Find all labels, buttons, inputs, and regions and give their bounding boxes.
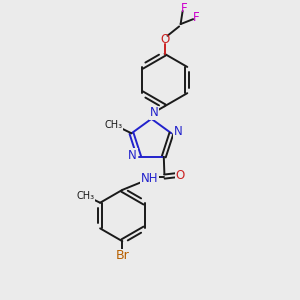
- Text: O: O: [176, 169, 185, 182]
- Text: F: F: [193, 11, 200, 24]
- Text: O: O: [160, 33, 169, 46]
- Text: NH: NH: [141, 172, 159, 184]
- Text: F: F: [181, 2, 188, 15]
- Text: CH₃: CH₃: [104, 120, 122, 130]
- Text: CH₃: CH₃: [76, 191, 94, 201]
- Text: Br: Br: [116, 249, 129, 262]
- Text: N: N: [173, 125, 182, 138]
- Text: N: N: [128, 149, 137, 162]
- Text: N: N: [149, 106, 158, 119]
